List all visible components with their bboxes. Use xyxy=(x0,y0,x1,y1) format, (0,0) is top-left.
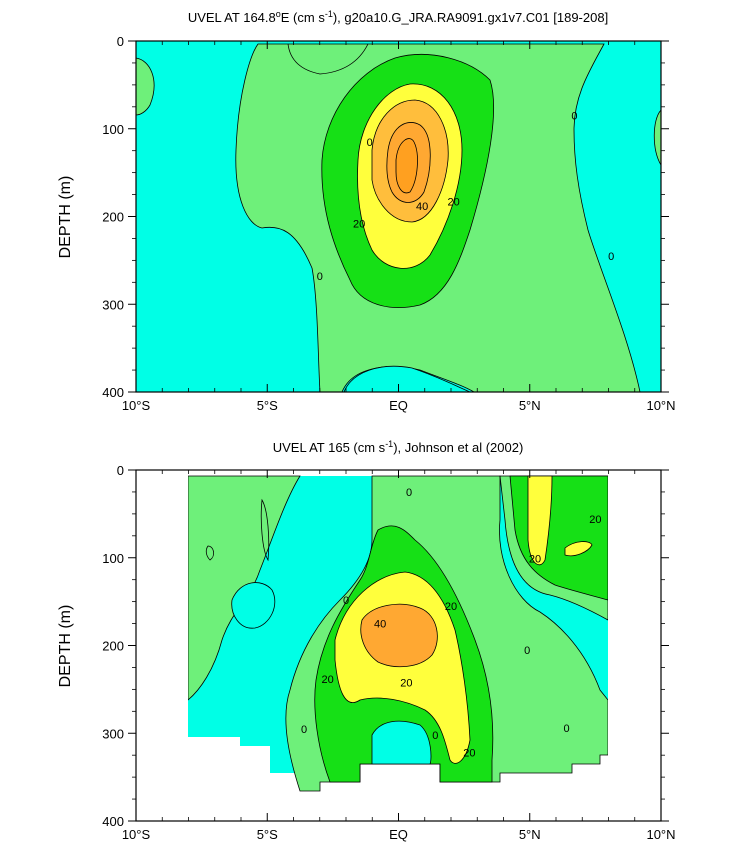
contour-label: 20 xyxy=(589,514,601,526)
xtick-label: 5°N xyxy=(519,398,541,413)
xtick-label: 10°S xyxy=(122,827,151,842)
ytick-label: 200 xyxy=(102,639,124,654)
contour-label: 40 xyxy=(374,619,386,631)
panel-top-contour-labels: 0 0 0 0 20 40 20 xyxy=(317,111,615,284)
xtick-label: 10°N xyxy=(646,827,675,842)
panel-bottom: UVEL AT 165 (cm s-1), Johnson et al (200… xyxy=(57,439,676,842)
xtick-label: 5°S xyxy=(257,398,278,413)
contour-label: 20 xyxy=(463,748,475,760)
contour-label: 40 xyxy=(416,201,428,213)
ytick-label: 100 xyxy=(102,551,124,566)
panel-top-region-50 xyxy=(395,138,418,194)
panel-bottom-title: UVEL AT 165 (cm s-1), Johnson et al (200… xyxy=(273,439,524,455)
contour-label: 20 xyxy=(448,197,460,209)
ytick-label: 0 xyxy=(117,34,124,49)
panel-bottom-lobe-1 xyxy=(231,582,276,629)
panel-top-contour-wave xyxy=(287,43,369,75)
xtick-label: EQ xyxy=(389,827,408,842)
contour-label: 20 xyxy=(400,677,412,689)
xtick-label: 10°N xyxy=(646,398,675,413)
contour-label: 20 xyxy=(322,674,334,686)
contour-label: 0 xyxy=(571,111,577,123)
contour-label: 0 xyxy=(406,487,412,499)
contour-label: 0 xyxy=(524,645,530,657)
contour-label: 20 xyxy=(353,219,365,231)
panel-bottom-contour-small-2 xyxy=(205,545,214,561)
panel-bottom-lobe-2 xyxy=(371,720,432,765)
panel-bottom-field xyxy=(187,475,609,792)
contour-label: 0 xyxy=(432,730,438,742)
ytick-label: 400 xyxy=(102,814,124,829)
contour-label: 20 xyxy=(445,601,457,613)
panel-top-region-left-edge xyxy=(136,57,155,116)
panel-bottom-region-40 xyxy=(360,603,438,668)
panel-top-ylabel: DEPTH (m) xyxy=(57,176,74,259)
contour-label: 0 xyxy=(563,723,569,735)
contour-label: 0 xyxy=(608,251,614,263)
contour-label: 0 xyxy=(301,724,307,736)
xtick-label: 5°S xyxy=(257,827,278,842)
xtick-label: EQ xyxy=(389,398,408,413)
panel-bottom-region-20-right-small xyxy=(564,541,593,557)
panel-top: UVEL AT 164.8oE (cm s-1), g20a10.G_JRA.R… xyxy=(57,9,676,413)
panel-bottom-ylabel: DEPTH (m) xyxy=(57,605,74,688)
ytick-label: 300 xyxy=(102,726,124,741)
ytick-label: 200 xyxy=(102,210,124,225)
contour-label: 0 xyxy=(367,137,373,149)
contour-label: 0 xyxy=(317,271,323,283)
ytick-label: 300 xyxy=(102,297,124,312)
contour-label: 0 xyxy=(343,595,349,607)
ytick-label: 400 xyxy=(102,385,124,400)
ytick-label: 0 xyxy=(117,463,124,478)
panel-bottom-contour-small-1 xyxy=(260,498,270,562)
panel-bottom-contour-labels: 0 0 0 0 0 0 40 20 20 20 20 20 20 xyxy=(301,487,602,760)
ytick-label: 100 xyxy=(102,122,124,137)
contour-label: 20 xyxy=(529,554,541,566)
panel-top-lobe-bottom xyxy=(343,365,471,392)
xtick-label: 5°N xyxy=(519,827,541,842)
panel-top-field xyxy=(136,41,661,392)
panel-bottom-region-20-right xyxy=(527,475,553,566)
xtick-label: 10°S xyxy=(122,398,151,413)
panel-top-title: UVEL AT 164.8oE (cm s-1), g20a10.G_JRA.R… xyxy=(188,9,608,25)
